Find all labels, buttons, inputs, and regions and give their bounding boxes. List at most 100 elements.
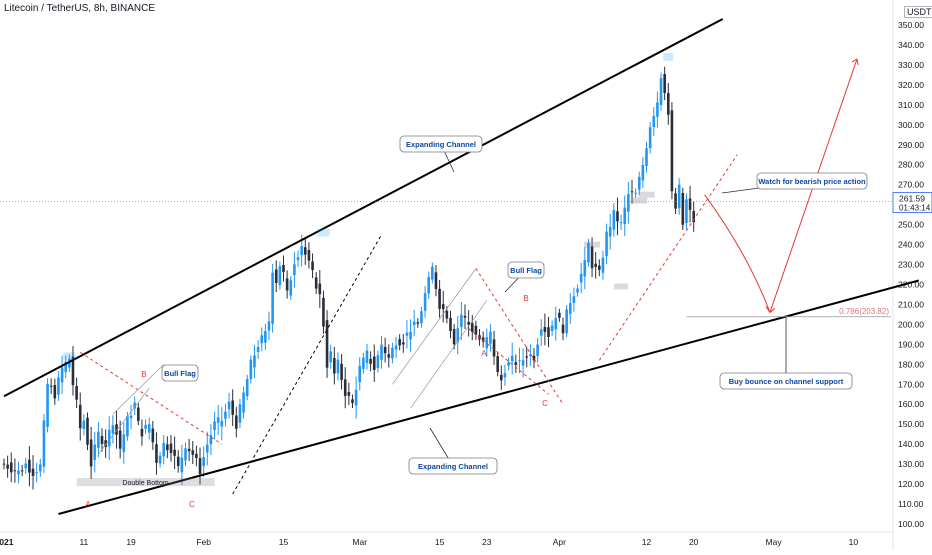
- candle-body: [369, 358, 372, 364]
- candle-body: [387, 354, 391, 358]
- x-tick-label: Feb: [196, 537, 211, 547]
- arrow-head-up: [851, 58, 859, 66]
- callout-bull-flag-1-box: [161, 364, 199, 382]
- candle-body: [394, 345, 398, 350]
- candle-body: [180, 457, 184, 473]
- candle-body: [57, 377, 60, 395]
- x-tick-label: 19: [126, 537, 136, 547]
- flag-1-upper: [79, 351, 223, 445]
- candle-body: [365, 350, 369, 363]
- highlight-box: [63, 352, 76, 361]
- projection-down-arrow: [704, 194, 771, 313]
- candle-body: [354, 389, 358, 406]
- support-zone: [614, 283, 629, 290]
- candle-body: [307, 250, 311, 261]
- candle-body: [71, 356, 75, 386]
- y-tick-label: 340.00: [898, 40, 924, 50]
- pole-channel-2b: [410, 300, 488, 409]
- candle-body: [271, 272, 274, 324]
- candle-body: [166, 444, 169, 451]
- y-tick-label: 200.00: [898, 319, 924, 329]
- candle-body: [623, 207, 627, 225]
- candle-body: [238, 404, 242, 423]
- candle-body: [213, 421, 216, 431]
- candle-body: [579, 273, 583, 283]
- candle-body: [107, 429, 111, 447]
- candle-body: [452, 329, 456, 345]
- channel-top-line: [3, 18, 724, 398]
- candle-body: [449, 317, 452, 331]
- candle-body: [205, 444, 209, 453]
- candle-body: [362, 357, 365, 369]
- candle-body: [561, 324, 565, 334]
- candle-body: [336, 359, 340, 374]
- callout-bull-flag-2: Bull Flag: [510, 266, 542, 275]
- candles-layer: [2, 66, 695, 490]
- wave-label: B: [523, 294, 528, 303]
- candle-body: [510, 355, 514, 362]
- candle-body: [6, 464, 9, 469]
- support-zone: [584, 241, 601, 248]
- candle-body: [220, 420, 224, 427]
- candle-body: [460, 314, 463, 328]
- candle-body: [46, 383, 49, 427]
- candle-body: [554, 318, 558, 330]
- candle-body: [35, 472, 38, 474]
- y-tick-label: 240.00: [898, 240, 924, 250]
- candle-body: [463, 315, 467, 318]
- candle-body: [343, 379, 347, 397]
- candle-body: [78, 404, 82, 429]
- candle-body: [474, 325, 478, 335]
- callout-watch-bearish-box: [756, 172, 868, 190]
- candle-body: [550, 325, 554, 331]
- candle-body: [521, 360, 525, 366]
- callout-bull-flag-1: Bull Flag: [164, 369, 196, 378]
- wave-label: A: [85, 500, 91, 509]
- candle-body: [224, 411, 227, 419]
- candle-body: [267, 321, 271, 331]
- candle-body: [398, 339, 401, 346]
- candle-body: [256, 347, 260, 352]
- callout-expanding-channel-bottom: Expanding Channel: [418, 462, 488, 471]
- candle-body: [126, 416, 129, 437]
- candle-body: [75, 386, 78, 400]
- candle-body: [24, 463, 28, 469]
- wave-label: C: [189, 500, 195, 509]
- y-tick-label: 310.00: [898, 100, 924, 110]
- candle-body: [2, 463, 6, 465]
- candle-body: [97, 431, 100, 448]
- candle-body: [372, 356, 376, 370]
- y-tick-label: 320.00: [898, 80, 924, 90]
- candle-body: [565, 309, 568, 334]
- candle-body: [260, 335, 264, 344]
- x-tick-label: 15: [435, 537, 445, 547]
- candle-body: [282, 264, 285, 273]
- candle-body: [616, 211, 619, 222]
- last-price-countdown: 01:43:14: [899, 203, 931, 212]
- x-tick-label: 11: [79, 537, 88, 547]
- candle-body: [481, 337, 485, 342]
- candle-body: [587, 242, 590, 263]
- candle-body: [659, 78, 663, 106]
- wave-label: A: [481, 349, 487, 358]
- candle-body: [637, 176, 641, 190]
- candle-body: [39, 464, 42, 472]
- candle-body: [420, 311, 423, 324]
- candle-body: [598, 265, 601, 270]
- callout-buy-bounce-box: [719, 372, 853, 390]
- candle-body: [151, 428, 155, 443]
- candle-body: [53, 385, 57, 399]
- candle-body: [416, 322, 420, 324]
- candle-body: [572, 296, 576, 303]
- y-tick-label: 330.00: [898, 60, 924, 70]
- candle-body: [17, 470, 20, 475]
- candle-body: [93, 444, 97, 460]
- candle-body: [641, 165, 645, 181]
- y-tick-label: 230.00: [898, 260, 924, 270]
- candle-body: [670, 110, 674, 192]
- candle-body: [423, 293, 427, 311]
- candle-body: [111, 425, 115, 434]
- candle-body: [231, 400, 234, 415]
- candle-body: [118, 430, 122, 449]
